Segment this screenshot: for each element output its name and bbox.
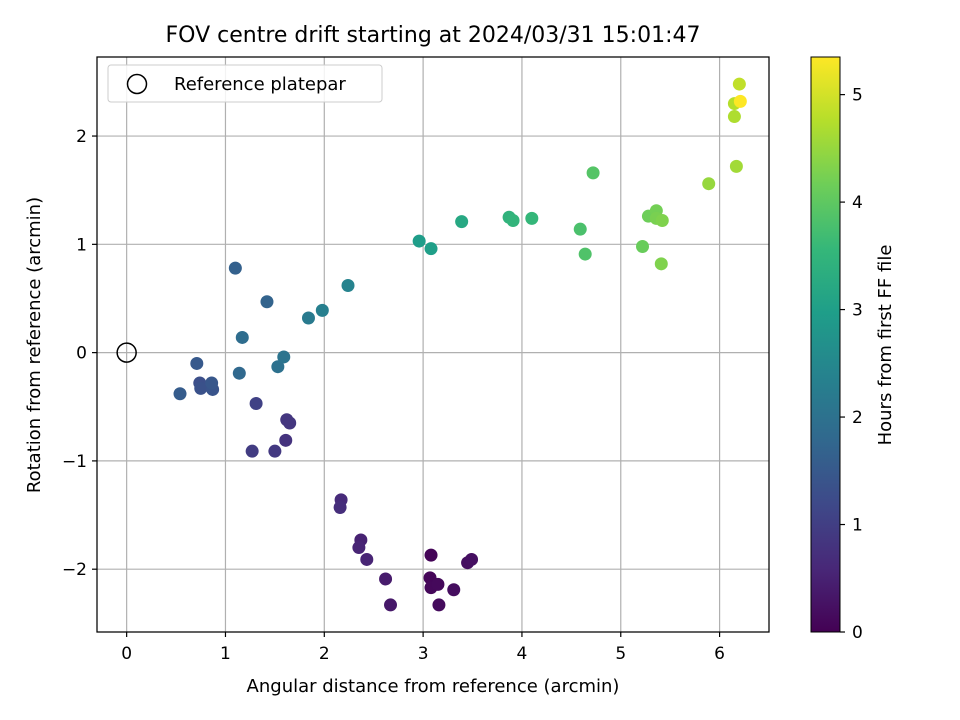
data-point (506, 214, 520, 228)
legend: Reference platepar (107, 64, 383, 103)
data-point (431, 577, 445, 591)
data-point (341, 278, 355, 292)
legend-open-circle-icon (126, 73, 148, 95)
legend-label: Reference platepar (174, 74, 346, 95)
data-point (573, 222, 587, 236)
colorbar-tick-label: 1 (852, 516, 863, 536)
x-tick-label: 2 (319, 644, 330, 664)
data-point (727, 110, 741, 124)
colorbar-tick-label: 2 (852, 408, 863, 428)
data-point (379, 572, 393, 586)
data-point (360, 552, 374, 566)
data-point (173, 387, 187, 401)
y-axis: −2 −1 0 1 2 (62, 127, 97, 580)
chart-title: FOV centre drift starting at 2024/03/31 … (166, 23, 701, 48)
data-point (301, 311, 315, 325)
data-point (702, 177, 716, 191)
x-axis-label: Angular distance from reference (arcmin) (247, 676, 620, 697)
data-point (205, 376, 219, 390)
x-tick-label: 5 (615, 644, 626, 664)
data-point (277, 350, 291, 364)
data-point (733, 94, 747, 108)
colorbar-label: Hours from first FF file (875, 245, 896, 446)
colorbar-ticks: 0 1 2 3 4 5 (840, 86, 863, 643)
data-point (194, 381, 208, 395)
x-tick-label: 4 (517, 644, 528, 664)
colorbar-tick-label: 5 (852, 86, 863, 106)
colorbar-tick-label: 3 (852, 301, 863, 321)
data-point (636, 240, 650, 254)
data-point (228, 261, 242, 275)
plot-area-frame (96, 56, 770, 633)
data-point (190, 356, 204, 370)
data-point (245, 444, 259, 458)
data-point (268, 444, 282, 458)
colorbar-gradient (810, 56, 841, 633)
y-axis-label: Rotation from reference (arcmin) (24, 197, 45, 493)
data-point (271, 360, 285, 374)
x-tick-label: 1 (220, 644, 231, 664)
y-tick-label: 2 (76, 127, 87, 147)
data-point (260, 295, 274, 309)
legend-box (107, 64, 383, 103)
data-point (432, 598, 446, 612)
data-point (235, 330, 249, 344)
y-tick-label: 1 (76, 235, 87, 255)
data-points (173, 77, 747, 612)
data-point (424, 548, 438, 562)
y-tick-label: −2 (62, 560, 87, 580)
data-point (586, 166, 600, 180)
data-point (525, 211, 539, 225)
data-point (447, 583, 461, 597)
data-point (578, 247, 592, 261)
x-tick-label: 0 (121, 644, 132, 664)
colorbar-tick-label: 4 (852, 193, 863, 213)
data-point (333, 500, 347, 514)
data-point (424, 242, 438, 256)
data-point (412, 234, 426, 248)
data-point (352, 541, 366, 555)
data-point (654, 257, 668, 271)
data-point (655, 214, 669, 228)
data-point (729, 159, 743, 173)
data-point (232, 366, 246, 380)
x-tick-label: 3 (418, 644, 429, 664)
data-point (315, 303, 329, 317)
data-point (249, 397, 263, 411)
data-point (455, 215, 469, 229)
reference-platepar-marker (116, 342, 137, 363)
data-point (384, 598, 398, 612)
data-point (283, 416, 297, 430)
x-tick-label: 6 (714, 644, 725, 664)
data-point (279, 433, 293, 447)
x-axis: 0 1 2 3 4 5 6 (121, 632, 725, 664)
data-point (732, 77, 746, 91)
y-tick-label: 0 (76, 344, 87, 364)
data-point (465, 552, 479, 566)
y-tick-label: −1 (62, 452, 87, 472)
colorbar: 0 1 2 3 4 5 Hours from first FF file (810, 56, 896, 643)
colorbar-tick-label: 0 (852, 623, 863, 643)
reference-marker-layer (116, 342, 137, 363)
